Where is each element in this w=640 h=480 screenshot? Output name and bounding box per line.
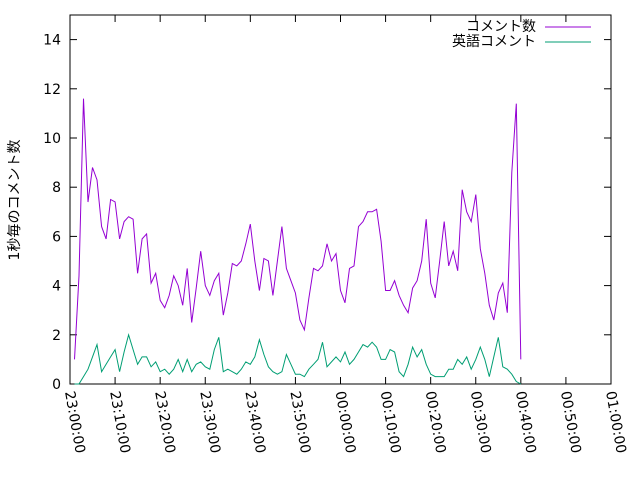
y-axis-ticks: 0 2 4 6 8 10 12 14 [43, 33, 611, 393]
x-tick-label: 23:20:00 [151, 390, 178, 455]
legend-label: 英語コメント [452, 33, 536, 50]
x-tick-label: 00:30:00 [467, 390, 494, 455]
y-tick-label: 12 [43, 82, 61, 98]
y-tick-label: 0 [52, 377, 61, 393]
legend-label: コメント数 [466, 19, 536, 35]
y-tick-label: 4 [52, 279, 61, 295]
x-tick-label: 00:50:00 [557, 390, 584, 455]
y-tick-label: 14 [43, 33, 61, 49]
y-tick-label: 2 [52, 328, 61, 344]
y-tick-label: 6 [52, 229, 61, 245]
plot-frame [69, 14, 612, 385]
x-tick-label: 01:00:00 [602, 390, 629, 455]
series-line-2 [74, 332, 522, 385]
x-tick-label: 23:30:00 [196, 390, 223, 455]
x-tick-label: 00:40:00 [512, 390, 539, 455]
series-lines [74, 98, 522, 385]
series-line-1 [74, 98, 522, 360]
x-tick-label: 23:40:00 [241, 390, 268, 455]
y-tick-label: 8 [52, 180, 61, 196]
x-tick-label: 23:50:00 [286, 390, 313, 455]
y-axis-label: 1秒毎のコメント数 [7, 140, 23, 261]
x-tick-label: 23:00:00 [61, 390, 88, 455]
x-tick-label: 00:00:00 [332, 390, 359, 455]
x-tick-label: 00:10:00 [377, 390, 404, 455]
y-tick-label: 10 [43, 131, 61, 147]
x-tick-label: 00:20:00 [422, 390, 449, 455]
x-tick-label: 23:10:00 [106, 390, 133, 455]
